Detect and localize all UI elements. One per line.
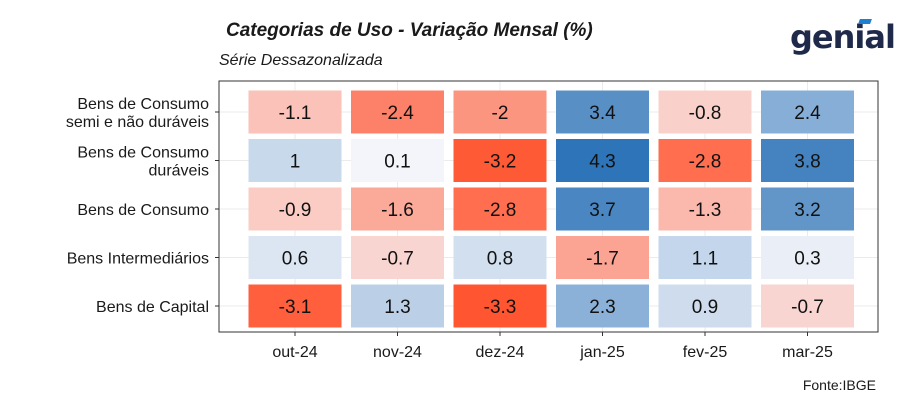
chart-subtitle: Série Dessazonalizada (219, 52, 383, 69)
cell-value-label: 0.8 (487, 249, 513, 270)
heatmap-cell (248, 90, 342, 134)
cell-value-label: 1.1 (692, 249, 718, 270)
cell-value-label: -3.3 (484, 297, 517, 318)
cell-value-label: 3.7 (589, 200, 615, 221)
heatmap-cell (351, 236, 444, 279)
heatmap-cell (453, 187, 547, 231)
cell-value-label: -2.8 (689, 152, 722, 173)
x-axis-tick-label: nov-24 (373, 344, 422, 361)
cell-value-label: -1.7 (586, 249, 619, 270)
source-note: Fonte:IBGE (802, 377, 876, 393)
heatmap-cell (761, 284, 854, 328)
heatmap-cell (351, 284, 444, 328)
y-axis-tick-label: Bens de Consumo duráveis (77, 145, 209, 180)
heatmap-cell (761, 236, 854, 279)
brand-logo: genial (790, 18, 896, 56)
cell-value-label: -2.4 (381, 103, 414, 124)
cell-value-label: -3.2 (484, 152, 517, 173)
cell-value-label: -3.1 (279, 297, 312, 318)
x-axis-tick-label: fev-25 (683, 344, 728, 361)
cell-value-label: 0.6 (282, 249, 308, 270)
heatmap-cell (658, 139, 752, 182)
y-axis-tick-label: Bens de Consumo (77, 202, 209, 219)
cell-value-label: -1.3 (689, 200, 722, 221)
cell-value-label: 0.9 (692, 297, 718, 318)
heatmap-cell (761, 90, 854, 134)
cell-value-label: 3.4 (589, 103, 616, 124)
cell-value-label: -2 (492, 103, 509, 124)
heatmap-cell (248, 284, 342, 328)
x-axis-tick-label: out-24 (272, 344, 317, 361)
heatmap-cell (556, 90, 649, 134)
heatmap-cell (556, 236, 649, 279)
cell-value-label: 2.3 (589, 297, 615, 318)
heatmap-cell (453, 139, 547, 182)
heatmap-cell (453, 90, 547, 134)
y-axis-tick-label-line: duráveis (149, 163, 209, 180)
heatmap-cell (556, 139, 649, 182)
cell-value-label: -1.6 (381, 200, 414, 221)
heatmap-cell (761, 139, 854, 182)
heatmap-cell (351, 187, 444, 231)
y-axis-tick-label-line: Bens de Consumo (77, 145, 209, 162)
y-axis-tick-label: Bens Intermediários (67, 251, 209, 268)
cell-value-label: -0.9 (279, 200, 312, 221)
x-axis-tick-label: dez-24 (476, 344, 525, 361)
heatmap-cell (248, 187, 342, 231)
plot-panel-border (218, 80, 879, 333)
heatmap-cell (761, 187, 854, 231)
cell-value-label: -1.1 (279, 103, 312, 124)
heatmap-cell (658, 284, 752, 328)
heatmap-cell (248, 236, 342, 279)
y-axis-tick-label: Bens de Capital (96, 299, 209, 316)
heatmap-cell (556, 284, 649, 328)
cell-value-label: -0.7 (381, 249, 414, 270)
heatmap-cell (351, 139, 444, 182)
cell-value-label: 2.4 (794, 103, 821, 124)
y-axis-tick-label-line: Bens de Capital (96, 299, 209, 316)
heatmap-cell (556, 187, 649, 231)
x-axis-tick-label: jan-25 (579, 344, 625, 361)
cell-value-label: -2.8 (484, 200, 517, 221)
heatmap-cell (453, 236, 547, 279)
heatmap-cell (351, 90, 444, 134)
heatmap-cell (248, 139, 342, 182)
cell-value-label: 4.3 (589, 152, 615, 173)
x-axis-tick-label: mar-25 (782, 344, 833, 361)
y-axis-tick-label-line: semi e não duráveis (66, 114, 209, 131)
y-axis-tick-label-line: Bens de Consumo (77, 96, 209, 113)
y-axis-tick-label-line: Bens Intermediários (67, 251, 209, 268)
heatmap-cell (658, 236, 752, 279)
y-axis-tick-label-line: Bens de Consumo (77, 202, 209, 219)
heatmap-cell (658, 90, 752, 134)
heatmap-cell (658, 187, 752, 231)
cell-value-label: 1 (290, 152, 301, 173)
cell-value-label: 0.3 (794, 249, 820, 270)
chart-title: Categorias de Uso - Variação Mensal (%) (226, 20, 593, 41)
cell-value-label: -0.7 (791, 297, 824, 318)
y-axis-tick-label: Bens de Consumo semi e não duráveis (66, 96, 209, 131)
cell-value-label: 1.3 (384, 297, 410, 318)
heatmap-cell (453, 284, 547, 328)
cell-value-label: 3.8 (794, 152, 820, 173)
cell-value-label: -0.8 (689, 103, 722, 124)
cell-value-label: 3.2 (794, 200, 820, 221)
cell-value-label: 0.1 (384, 152, 410, 173)
